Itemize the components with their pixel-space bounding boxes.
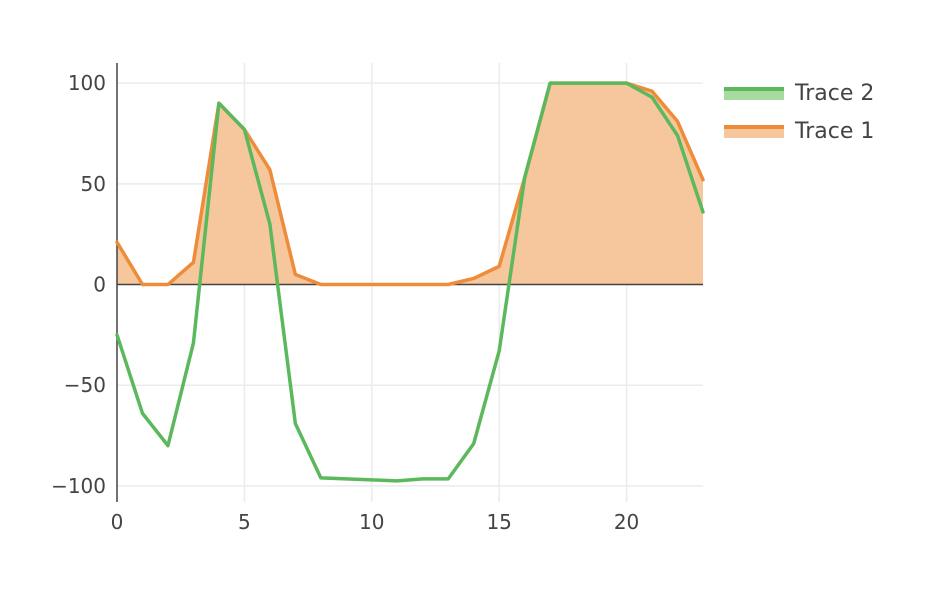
y-tick-label: −100 — [51, 474, 106, 498]
legend-swatch-fill-trace-1 — [724, 128, 784, 138]
legend[interactable]: Trace 2 Trace 1 — [724, 81, 874, 144]
area-fill-trace-1 — [117, 83, 703, 285]
tick-labels: 0 5 10 15 20 −100 −50 0 50 100 — [51, 71, 639, 534]
x-tick-label: 0 — [111, 510, 124, 534]
series-line-trace-2 — [115, 81, 705, 483]
x-tick-label: 5 — [238, 510, 251, 534]
y-tick-label: 50 — [81, 172, 106, 196]
x-tick-label: 20 — [614, 510, 639, 534]
y-tick-label: 0 — [93, 273, 106, 297]
y-tick-label: −50 — [64, 373, 106, 397]
legend-label-trace-1: Trace 1 — [794, 119, 874, 144]
x-tick-label: 15 — [486, 510, 511, 534]
series-lines — [115, 81, 705, 483]
legend-swatch-fill-trace-2 — [724, 90, 784, 100]
legend-item-trace-1[interactable]: Trace 1 — [724, 119, 874, 144]
legend-label-trace-2: Trace 2 — [794, 81, 874, 106]
x-tick-label: 10 — [359, 510, 384, 534]
legend-item-trace-2[interactable]: Trace 2 — [724, 81, 874, 106]
area-fills — [117, 83, 703, 285]
y-tick-label: 100 — [68, 71, 106, 95]
